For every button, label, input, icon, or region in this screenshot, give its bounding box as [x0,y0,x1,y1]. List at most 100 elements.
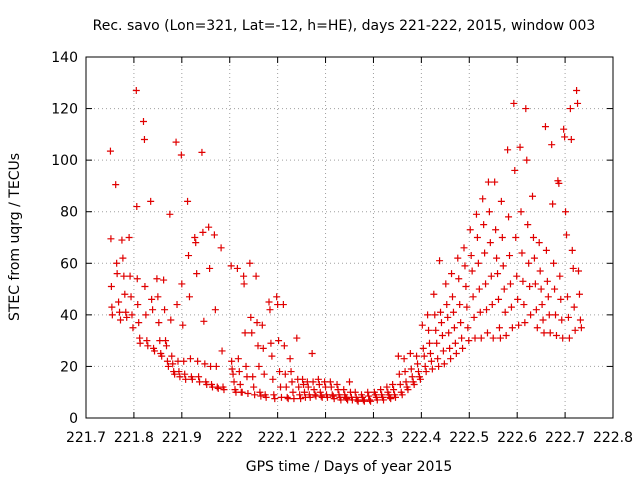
data-point [545,311,553,319]
data-point [438,331,446,339]
data-point [161,306,169,314]
data-point [526,282,534,290]
data-point [317,392,325,400]
data-point [540,329,548,337]
data-point [191,234,199,241]
data-point [255,362,263,370]
data-point [354,397,362,405]
data-point [576,316,584,324]
data-point [437,319,445,327]
data-point [449,308,457,316]
data-point [573,87,581,95]
data-point [512,234,520,241]
data-point [569,264,577,272]
x-tick-label: 222.4 [401,430,441,446]
data-point [275,337,283,345]
data-point [511,166,519,174]
data-point [565,334,573,342]
data-point [359,396,367,404]
data-point [195,373,203,381]
data-point [548,141,556,149]
x-axis: 221.7 221.8 221.9 222 222.1 222.2 222.3 222.4 22… [66,57,633,446]
data-point [416,375,424,383]
data-point [448,270,456,278]
data-point [142,311,150,319]
data-point [550,259,558,267]
data-point [523,156,531,164]
data-point [536,267,544,275]
data-point [436,257,444,265]
data-point [450,324,458,332]
data-point [248,329,256,337]
data-point [561,133,569,141]
data-point [300,388,308,396]
data-point [311,391,319,399]
x-tick-label: 222.5 [449,430,489,446]
data-point [462,282,470,290]
data-point [480,221,488,229]
data-point [391,393,399,401]
data-point [447,355,455,363]
data-point [217,244,225,252]
data-point [113,270,121,278]
data-point [367,397,375,405]
data-point [495,324,503,332]
plot-frame [85,56,614,419]
data-point [541,123,549,131]
data-point [212,362,220,370]
data-point [162,342,170,350]
data-point [286,355,294,363]
data-point [510,99,518,107]
data-point [206,264,214,272]
data-point [452,350,460,358]
data-point [407,365,415,373]
data-point [247,313,255,321]
data-point [471,334,479,342]
data-point [148,295,156,303]
x-tick-label: 222.1 [258,430,298,446]
data-point [290,395,298,403]
data-point [420,352,428,360]
x-axis-label: GPS time / Days of year 2015 [246,459,453,475]
data-point [494,295,502,303]
data-point [460,244,468,252]
data-point [163,357,171,365]
data-point [426,339,434,347]
data-point [119,254,127,262]
data-point [472,210,480,218]
data-point [431,311,439,319]
data-point [373,396,381,404]
data-point [498,234,506,241]
data-point [167,316,175,324]
data-point [179,321,187,329]
data-point [281,370,289,378]
data-point [227,262,235,270]
data-point [270,391,278,399]
data-point [180,357,188,365]
data-point [266,306,274,314]
data-point [563,231,571,239]
data-point [333,380,341,388]
data-point [182,375,190,383]
data-point [577,324,585,332]
data-point [556,272,564,280]
data-point [133,275,141,283]
data-point [465,337,473,345]
data-point [395,370,403,378]
x-tick-label: 221.8 [114,430,154,446]
data-point [501,308,509,316]
data-point [323,393,331,401]
data-point [455,275,463,283]
data-point [259,344,267,352]
data-point [113,259,121,267]
data-point [135,319,143,327]
data-point [257,392,265,400]
data-point [288,378,296,386]
data-point [488,301,496,309]
data-point [467,252,475,260]
data-point [210,231,218,239]
data-point [181,370,189,378]
data-point [502,331,510,339]
data-point [396,380,404,388]
data-point [141,282,149,290]
